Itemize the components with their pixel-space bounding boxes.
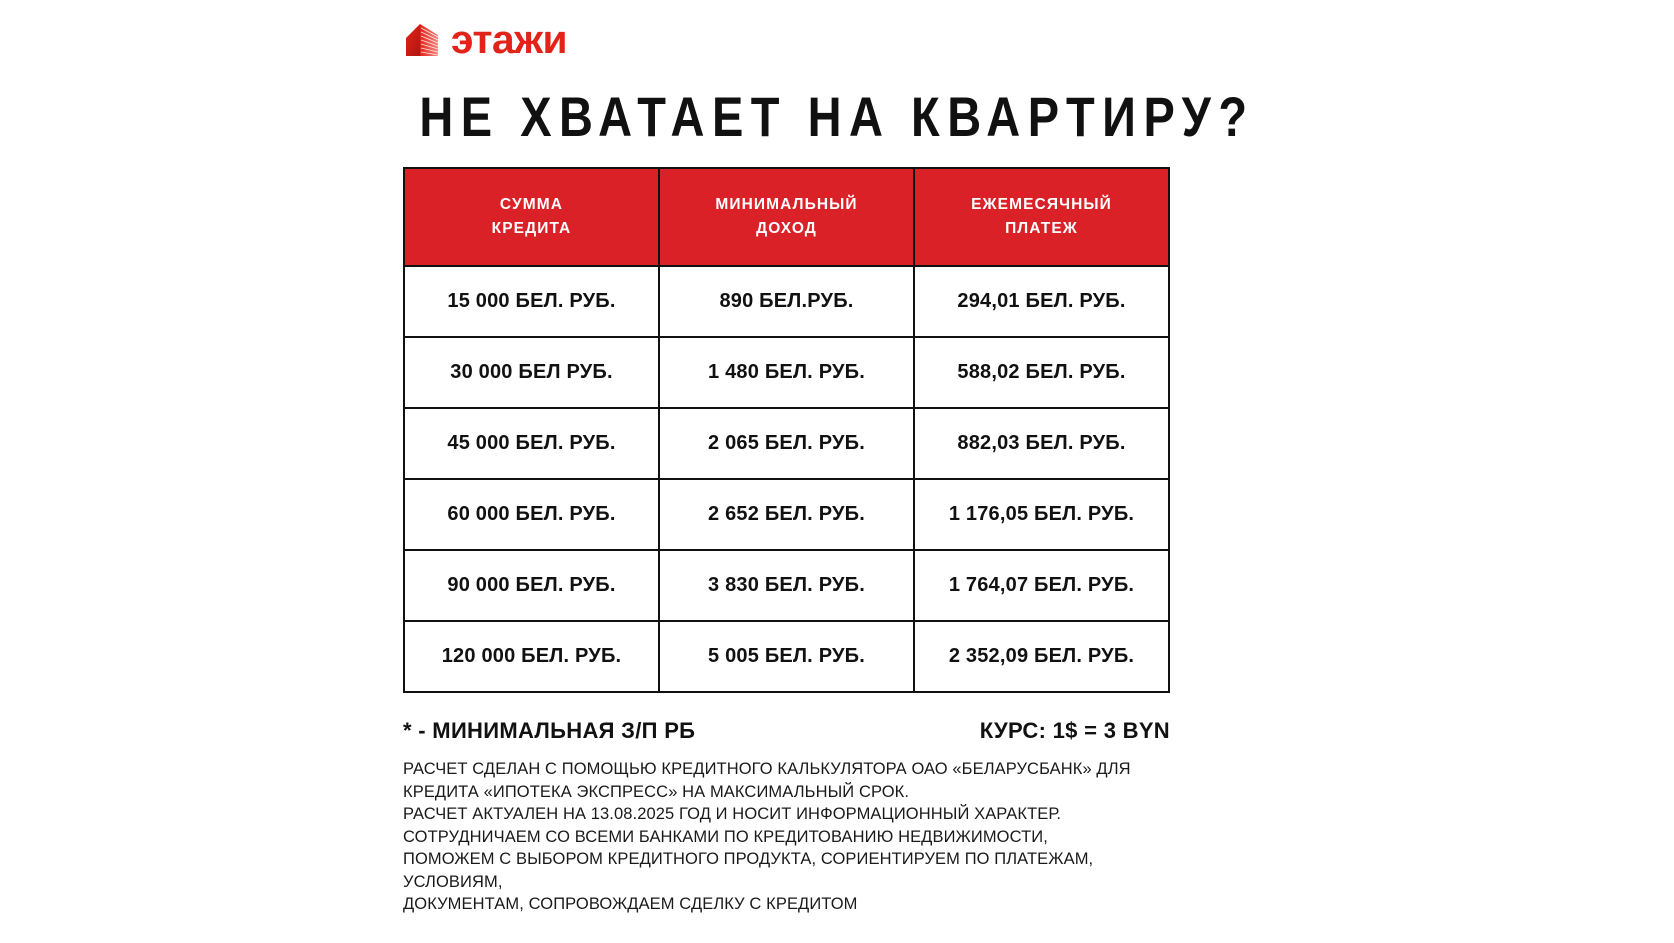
cell-min-income: 5 005 БЕЛ. РУБ. [658, 620, 915, 693]
cell-min-income: 2 652 БЕЛ. РУБ. [658, 478, 915, 551]
fineprint-line-5: ПОМОЖЕМ С ВЫБОРОМ КРЕДИТНОГО ПРОДУКТА, С… [403, 850, 1094, 868]
exchange-rate-note: КУРС: 1$ = 3 BYN [979, 718, 1170, 743]
credit-table-container: СУММА КРЕДИТА МИНИМАЛЬНЫЙ ДОХОД ЕЖЕМЕСЯЧ… [403, 167, 1170, 693]
column-header-line1: СУММА [499, 195, 564, 213]
cell-monthly-payment: 2 352,09 БЕЛ. РУБ. [913, 620, 1170, 693]
table-row: 15 000 БЕЛ. РУБ. 890 БЕЛ.РУБ. 294,01 БЕЛ… [403, 265, 1170, 338]
table-row: 90 000 БЕЛ. РУБ. 3 830 БЕЛ. РУБ. 1 764,0… [403, 549, 1170, 622]
cell-loan-amount: 60 000 БЕЛ. РУБ. [403, 478, 660, 551]
column-header-monthly-payment: ЕЖЕМЕСЯЧНЫЙ ПЛАТЕЖ [913, 167, 1170, 267]
cell-loan-amount: 30 000 БЕЛ РУБ. [403, 336, 660, 409]
column-header-line2: ДОХОД [756, 220, 817, 237]
cell-monthly-payment: 882,03 БЕЛ. РУБ. [913, 407, 1170, 480]
fineprint-line-1: РАСЧЕТ СДЕЛАН С ПОМОЩЬЮ КРЕДИТНОГО КАЛЬК… [403, 760, 1131, 778]
fineprint-line-3: РАСЧЕТ АКТУАЛЕН НА 13.08.2025 ГОД И НОСИ… [403, 805, 1062, 823]
cell-min-income: 1 480 БЕЛ. РУБ. [658, 336, 915, 409]
fineprint-line-2: КРЕДИТА «ИПОТЕКА ЭКСПРЕСС» НА МАКСИМАЛЬН… [403, 782, 910, 801]
column-header-line1: МИНИМАЛЬНЫЙ [715, 195, 858, 213]
cell-min-income: 2 065 БЕЛ. РУБ. [658, 407, 915, 480]
page-title: НЕ ХВАТАЕТ НА КВАРТИРУ? [419, 85, 1255, 148]
fineprint-line-6: УСЛОВИЯМ, [403, 872, 503, 891]
fineprint-block: РАСЧЕТ СДЕЛАН С ПОМОЩЬЮ КРЕДИТНОГО КАЛЬК… [403, 758, 1193, 916]
cell-monthly-payment: 588,02 БЕЛ. РУБ. [913, 336, 1170, 409]
column-header-line2: КРЕДИТА [491, 220, 572, 237]
table-row: 120 000 БЕЛ. РУБ. 5 005 БЕЛ. РУБ. 2 352,… [403, 620, 1170, 693]
cell-min-income: 3 830 БЕЛ. РУБ. [658, 549, 915, 622]
table-body: 15 000 БЕЛ. РУБ. 890 БЕЛ.РУБ. 294,01 БЕЛ… [403, 265, 1170, 693]
table-row: 45 000 БЕЛ. РУБ. 2 065 БЕЛ. РУБ. 882,03 … [403, 407, 1170, 480]
credit-table: СУММА КРЕДИТА МИНИМАЛЬНЫЙ ДОХОД ЕЖЕМЕСЯЧ… [403, 167, 1170, 693]
table-header: СУММА КРЕДИТА МИНИМАЛЬНЫЙ ДОХОД ЕЖЕМЕСЯЧ… [403, 167, 1170, 267]
cell-loan-amount: 90 000 БЕЛ. РУБ. [403, 549, 660, 622]
cell-min-income: 890 БЕЛ.РУБ. [658, 265, 915, 338]
column-header-loan-amount: СУММА КРЕДИТА [403, 167, 660, 267]
brand-name: этажи [451, 18, 568, 62]
table-row: 60 000 БЕЛ. РУБ. 2 652 БЕЛ. РУБ. 1 176,0… [403, 478, 1170, 551]
cell-loan-amount: 45 000 БЕЛ. РУБ. [403, 407, 660, 480]
column-header-min-income: МИНИМАЛЬНЫЙ ДОХОД [658, 167, 915, 267]
notes-row: * - МИНИМАЛЬНАЯ З/П РБ КУРС: 1$ = 3 BYN [403, 718, 1170, 744]
cell-monthly-payment: 1 176,05 БЕЛ. РУБ. [913, 478, 1170, 551]
column-header-line2: ПЛАТЕЖ [1005, 220, 1078, 237]
fineprint-line-4: СОТРУДНИЧАЕМ СО ВСЕМИ БАНКАМИ ПО КРЕДИТО… [403, 827, 1048, 846]
brand-logo[interactable]: этажи [403, 16, 568, 64]
cell-monthly-payment: 294,01 БЕЛ. РУБ. [913, 265, 1170, 338]
table-header-row: СУММА КРЕДИТА МИНИМАЛЬНЫЙ ДОХОД ЕЖЕМЕСЯЧ… [403, 167, 1170, 267]
building-logo-icon [403, 23, 441, 57]
minimum-salary-note: * - МИНИМАЛЬНАЯ З/П РБ [403, 718, 696, 743]
cell-monthly-payment: 1 764,07 БЕЛ. РУБ. [913, 549, 1170, 622]
table-row: 30 000 БЕЛ РУБ. 1 480 БЕЛ. РУБ. 588,02 Б… [403, 336, 1170, 409]
column-header-line1: ЕЖЕМЕСЯЧНЫЙ [971, 195, 1112, 213]
cell-loan-amount: 15 000 БЕЛ. РУБ. [403, 265, 660, 338]
cell-loan-amount: 120 000 БЕЛ. РУБ. [403, 620, 660, 693]
fineprint-line-7: ДОКУМЕНТАМ, СОПРОВОЖДАЕМ СДЕЛКУ С КРЕДИТ… [403, 895, 858, 913]
